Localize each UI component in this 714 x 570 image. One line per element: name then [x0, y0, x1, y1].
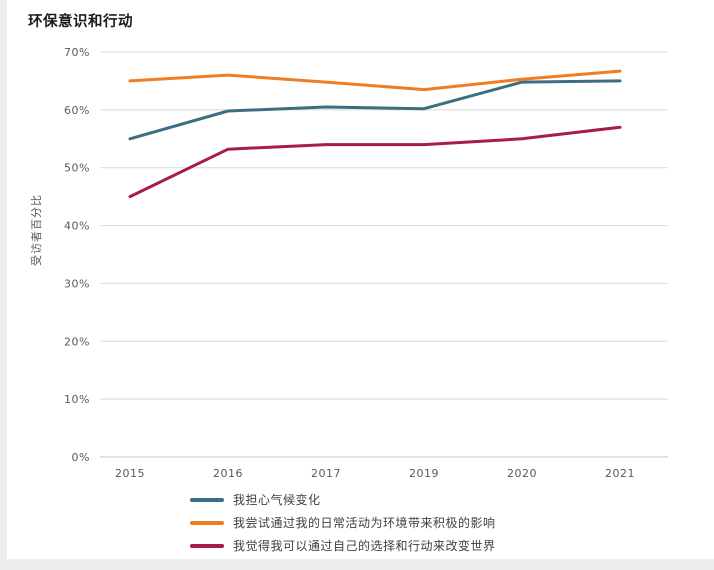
- legend-item: 我尝试通过我的日常活动为环境带来积极的影响: [190, 515, 496, 530]
- legend-item: 我担心气候变化: [190, 492, 496, 507]
- y-tick-label: 0%: [72, 451, 90, 464]
- legend-item: 我觉得我可以通过自己的选择和行动来改变世界: [190, 538, 496, 553]
- legend-swatch-orange: [190, 520, 224, 525]
- x-tick-label: 2020: [507, 467, 537, 480]
- legend-label: 我尝试通过我的日常活动为环境带来积极的影响: [233, 516, 496, 530]
- legend-swatch-teal: [190, 497, 224, 502]
- legend-swatch-crimson: [190, 543, 224, 548]
- chart-legend: 我担心气候变化 我尝试通过我的日常活动为环境带来积极的影响 我觉得我可以通过自己…: [190, 492, 496, 561]
- legend-label: 我觉得我可以通过自己的选择和行动来改变世界: [233, 539, 496, 553]
- x-tick-label: 2015: [115, 467, 145, 480]
- series-line: [128, 125, 622, 199]
- y-tick-label: 70%: [64, 46, 90, 59]
- y-tick-label: 50%: [64, 162, 90, 175]
- y-tick-label: 30%: [64, 277, 90, 290]
- page-edge-left: [0, 0, 7, 570]
- x-tick-label: 2016: [213, 467, 243, 480]
- x-tick-label: 2019: [409, 467, 439, 480]
- x-tick-label: 2017: [311, 467, 341, 480]
- y-tick-label: 60%: [64, 104, 90, 117]
- series-line: [128, 79, 622, 141]
- y-tick-label: 10%: [64, 393, 90, 406]
- x-tick-label: 2021: [605, 467, 635, 480]
- series-line: [128, 69, 622, 92]
- y-tick-label: 20%: [64, 335, 90, 348]
- chart-title: 环保意识和行动: [28, 14, 133, 30]
- legend-label: 我担心气候变化: [233, 493, 321, 507]
- y-tick-label: 40%: [64, 220, 90, 233]
- page-edge-bottom: [0, 559, 714, 570]
